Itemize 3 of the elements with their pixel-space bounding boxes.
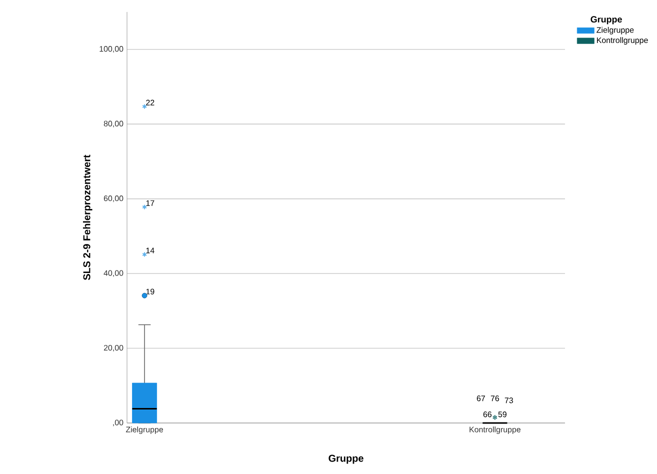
legend-title: Gruppe xyxy=(590,16,622,24)
x-axis-title: Gruppe xyxy=(328,454,364,464)
y-axis-title: SLS 2-9 Fehlerprozentwert xyxy=(82,154,92,280)
